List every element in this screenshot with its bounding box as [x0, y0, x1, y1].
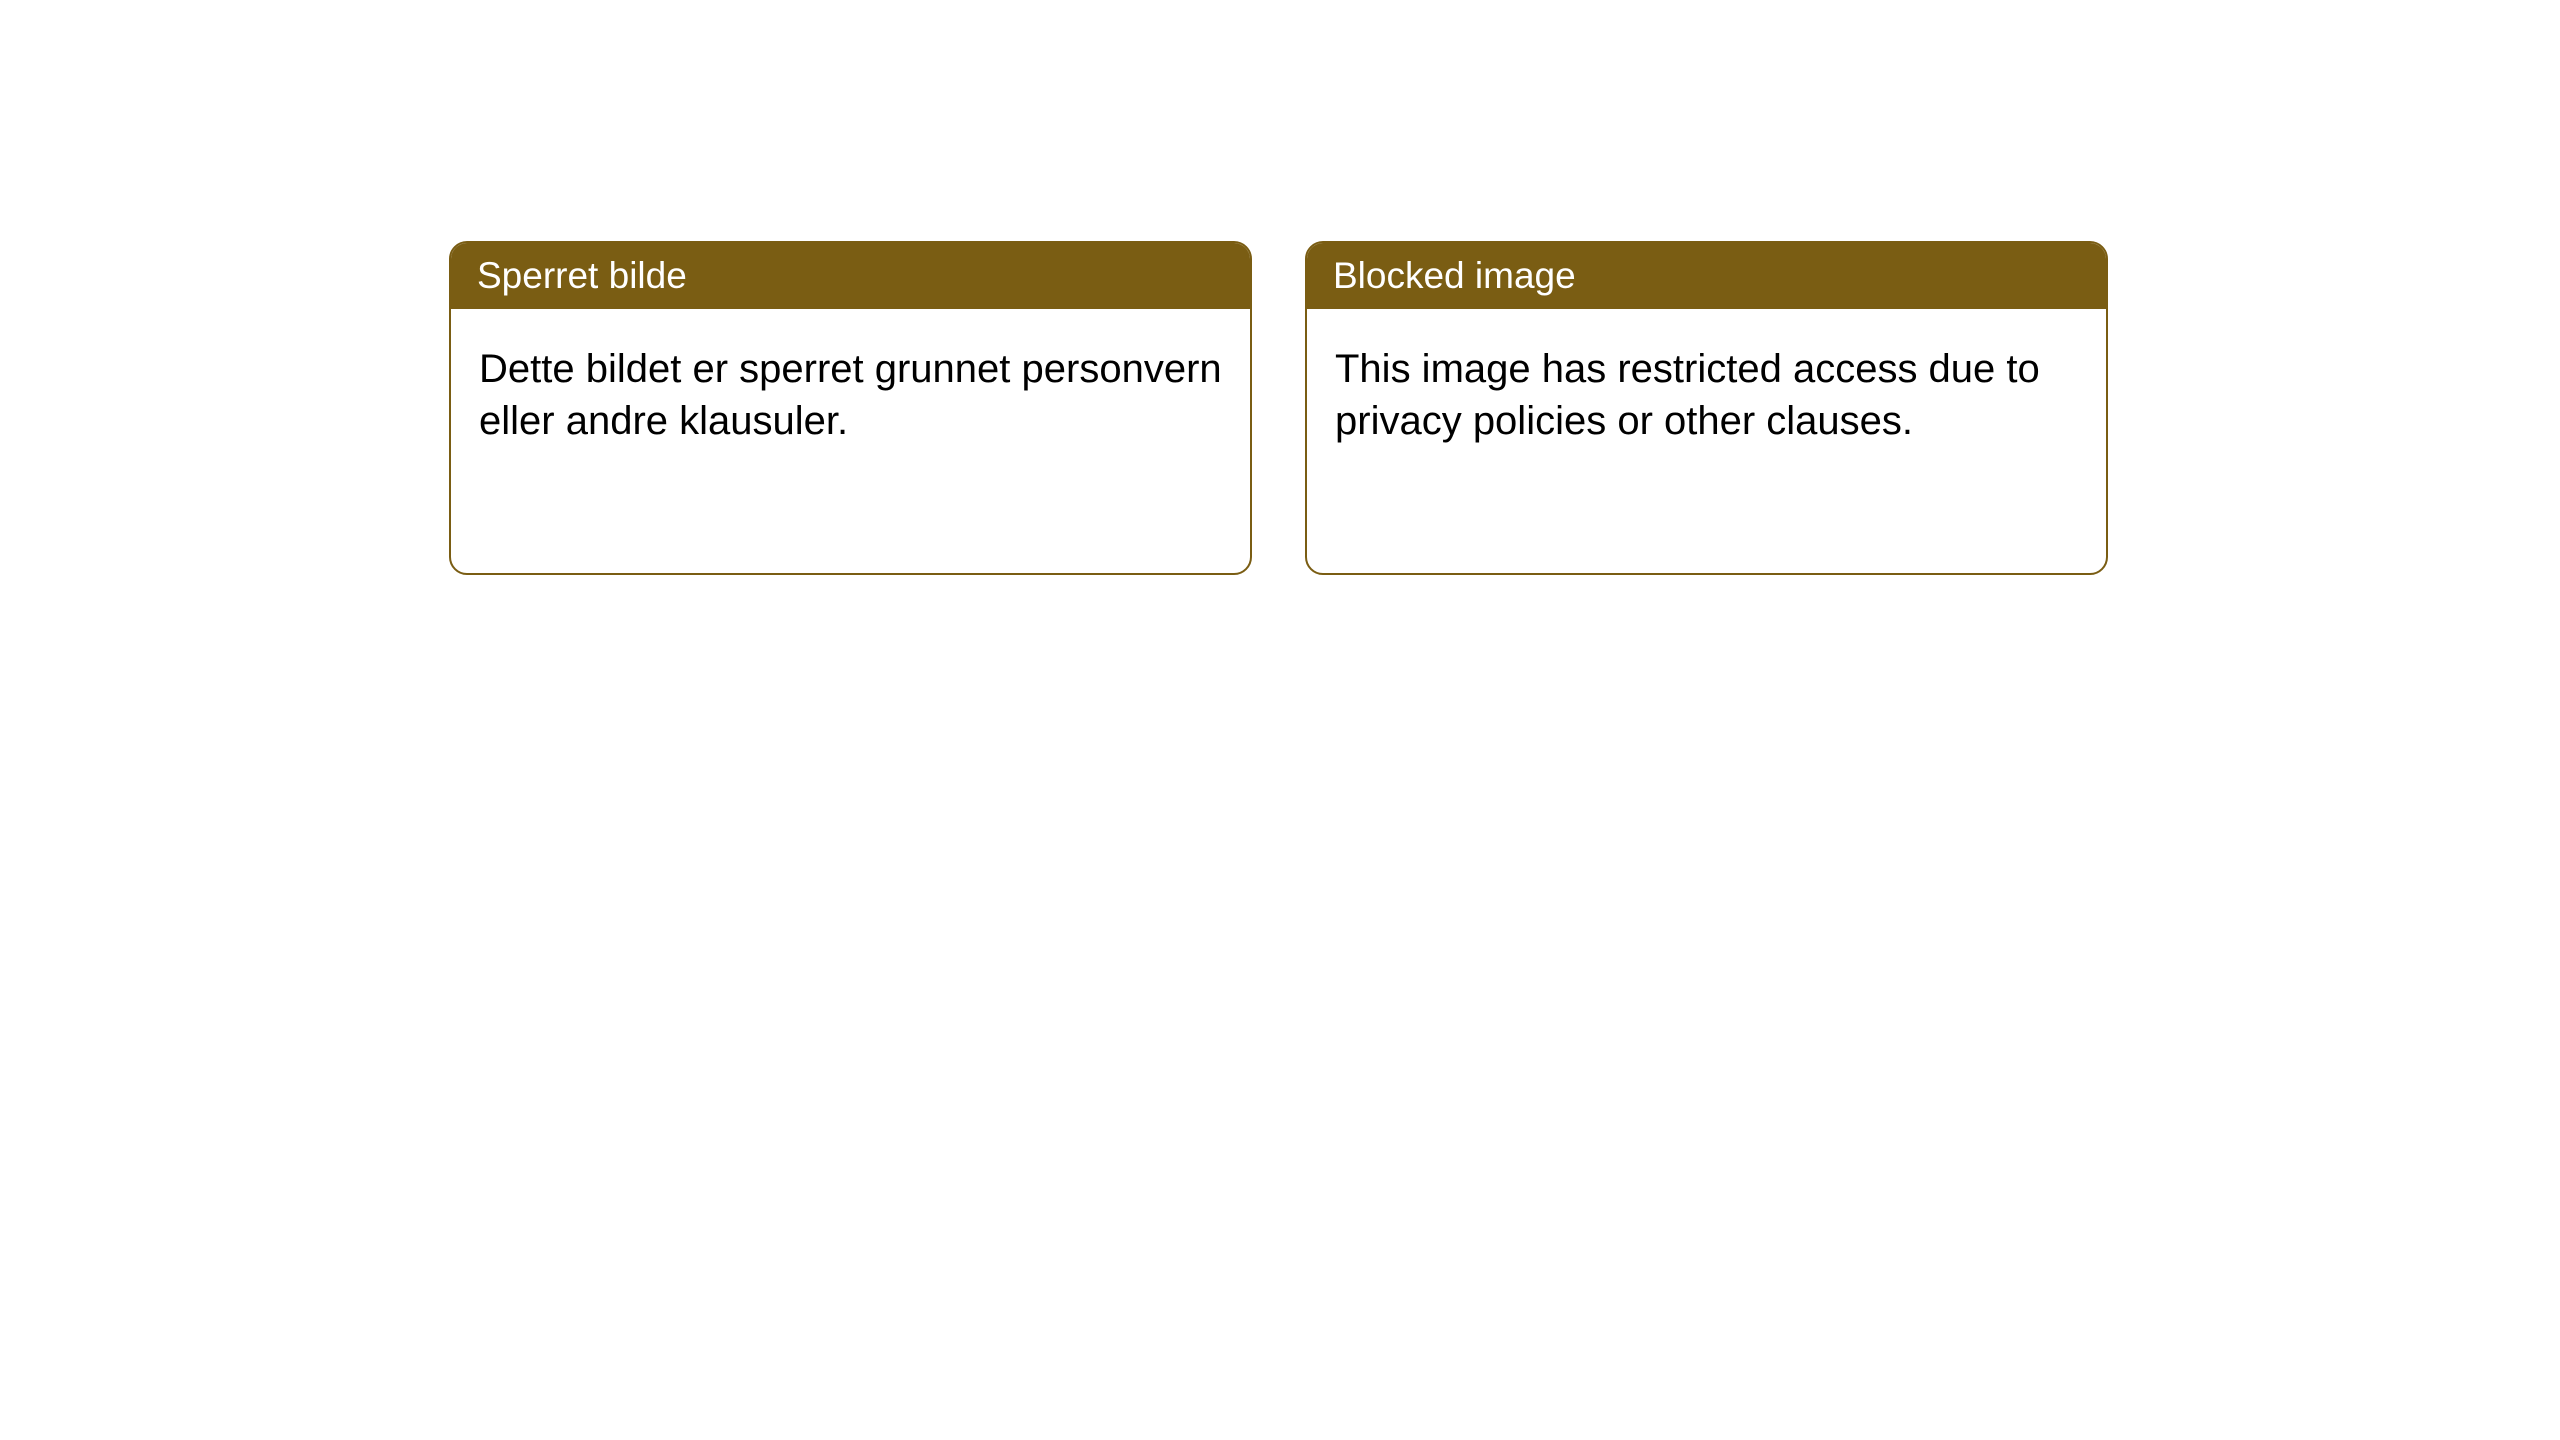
notice-text: This image has restricted access due to …: [1335, 347, 2040, 443]
notice-title: Blocked image: [1333, 255, 1576, 296]
notice-body: This image has restricted access due to …: [1307, 309, 2106, 481]
notice-card-english: Blocked image This image has restricted …: [1305, 241, 2108, 575]
notice-title: Sperret bilde: [477, 255, 687, 296]
notice-container: Sperret bilde Dette bildet er sperret gr…: [449, 241, 2108, 575]
notice-card-norwegian: Sperret bilde Dette bildet er sperret gr…: [449, 241, 1252, 575]
notice-text: Dette bildet er sperret grunnet personve…: [479, 347, 1222, 443]
notice-header: Sperret bilde: [451, 243, 1250, 309]
notice-header: Blocked image: [1307, 243, 2106, 309]
notice-body: Dette bildet er sperret grunnet personve…: [451, 309, 1250, 481]
